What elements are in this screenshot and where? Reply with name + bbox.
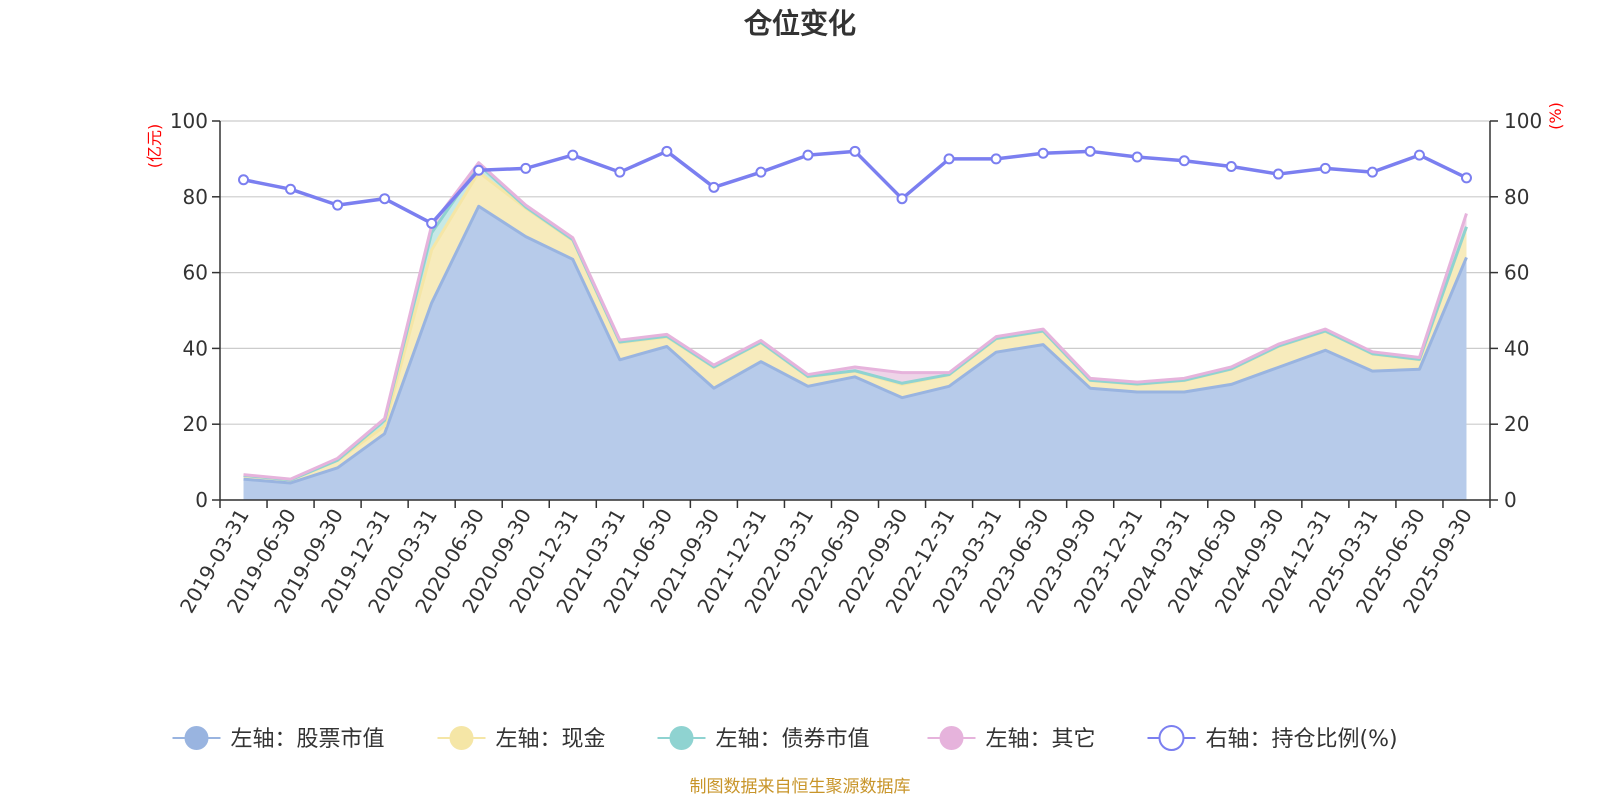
ratio-point (426, 217, 438, 229)
legend-item-2[interactable]: 左轴：债券市值 (657, 726, 870, 752)
ratio-point (1131, 151, 1143, 163)
position-ratio-line (238, 145, 1472, 229)
ratio-point (943, 153, 955, 165)
ratio-point (285, 183, 297, 195)
ratio-line-path (243, 149, 1468, 226)
legend-label: 左轴：债券市值 (716, 727, 870, 752)
legend-marker (184, 726, 209, 750)
legend[interactable]: 左轴：股票市值 左轴：现金 左轴：债券市值 左轴：其它 右轴：持仓比例(%) (172, 725, 1398, 752)
ratio-point (708, 181, 720, 193)
ratio-point (614, 166, 626, 178)
area-edge-2 (243, 163, 1468, 482)
ratio-point (238, 174, 250, 186)
ratio-point (1037, 147, 1049, 159)
ratio-point (990, 153, 1002, 165)
legend-marker (1158, 725, 1185, 751)
left-tick-label: 60 (183, 261, 208, 285)
ratio-point (661, 145, 673, 157)
legend-label: 右轴：持仓比例(%) (1206, 727, 1398, 752)
ratio-point (849, 145, 861, 157)
ratio-point (379, 193, 391, 205)
legend-label: 左轴：现金 (496, 727, 606, 752)
legend-label: 左轴：其它 (986, 727, 1096, 752)
stacked-areas (243, 161, 1468, 500)
right-tick-label: 100 (1504, 109, 1542, 133)
ratio-point (1460, 172, 1472, 184)
ratio-point (520, 162, 532, 174)
left-tick-label: 40 (183, 336, 208, 360)
area-edge-0 (243, 204, 1468, 485)
ratio-point (1366, 166, 1378, 178)
ratio-point (755, 166, 767, 178)
ratio-point (1084, 145, 1096, 157)
right-tick-label: 20 (1504, 412, 1529, 436)
right-tick-label: 40 (1504, 336, 1529, 360)
ratio-point (1178, 155, 1190, 167)
area-fill-0 (243, 206, 1467, 500)
ratio-point (473, 164, 485, 176)
left-tick-label: 0 (195, 488, 208, 512)
right-tick-label: 80 (1504, 185, 1529, 209)
legend-item-4[interactable]: 右轴：持仓比例(%) (1147, 725, 1398, 752)
data-source-note: 制图数据来自恒生聚源数据库 (690, 777, 911, 797)
ratio-point (896, 193, 908, 205)
left-tick-label: 100 (170, 109, 208, 133)
left-axis-unit: (亿元) (145, 124, 164, 169)
legend-item-3[interactable]: 左轴：其它 (927, 726, 1096, 752)
ratio-point (1413, 149, 1425, 161)
ratio-point (567, 149, 579, 161)
legend-item-1[interactable]: 左轴：现金 (437, 726, 606, 752)
chart-title: 仓位变化 (744, 7, 856, 40)
right-tick-label: 0 (1504, 488, 1517, 512)
ratio-point (332, 199, 344, 211)
legend-marker (939, 726, 964, 750)
ratio-point (1319, 162, 1331, 174)
legend-label: 左轴：股票市值 (231, 727, 385, 752)
ratio-point (1225, 160, 1237, 172)
legend-marker (669, 726, 694, 750)
left-tick-label: 20 (183, 412, 208, 436)
right-tick-label: 60 (1504, 261, 1529, 285)
legend-marker (449, 726, 474, 750)
right-axis-unit: (%) (1546, 102, 1565, 130)
ratio-point (1272, 168, 1284, 180)
ratio-point (802, 149, 814, 161)
left-tick-label: 80 (183, 185, 208, 209)
legend-item-0[interactable]: 左轴：股票市值 (172, 726, 385, 752)
